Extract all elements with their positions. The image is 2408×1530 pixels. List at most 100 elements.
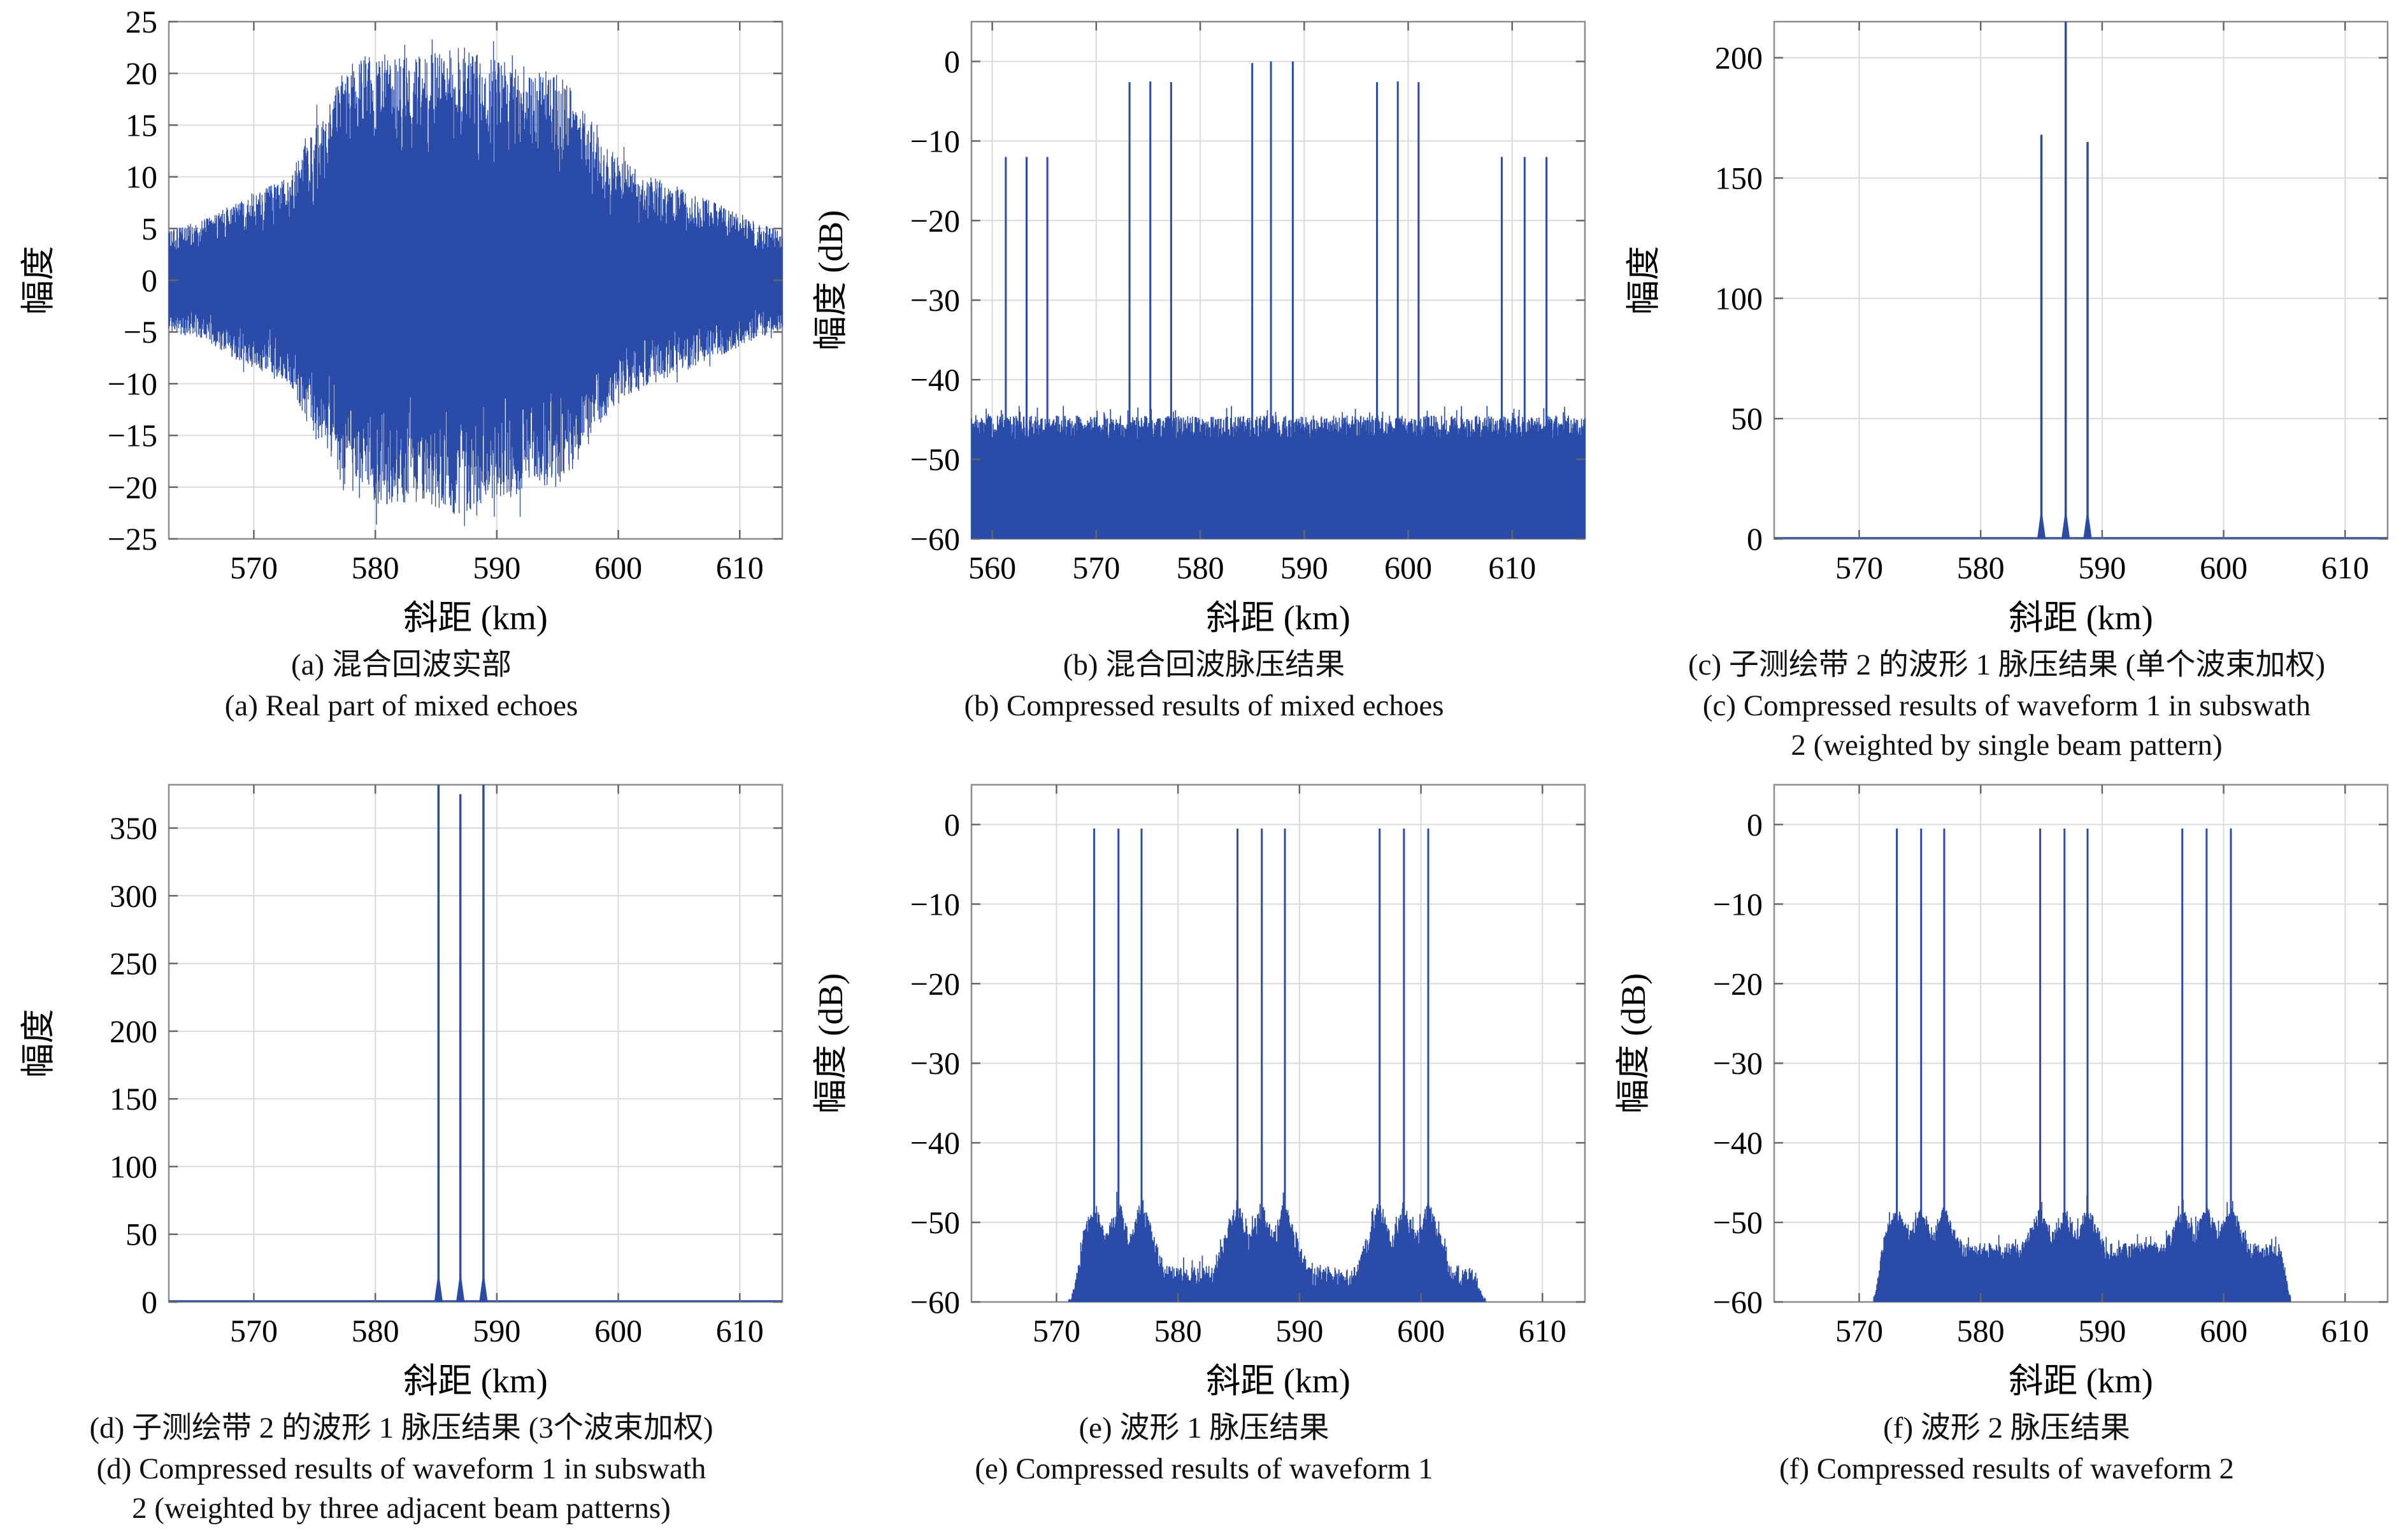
svg-text:−30: −30 <box>1713 1045 1763 1081</box>
panel-c: 570 580 590 600 610 0 50 100 150 200 斜距 (km) 幅度 (c)… <box>1605 4 2408 767</box>
panel-f: 570 580 590 600 610 −60 −50 −40 −30 −20 −10 0 斜距 (km… <box>1605 767 2408 1530</box>
svg-text:200: 200 <box>110 1013 157 1049</box>
svg-text:610: 610 <box>2321 550 2369 585</box>
svg-text:−5: −5 <box>124 314 157 350</box>
svg-text:−30: −30 <box>910 282 960 318</box>
svg-text:570: 570 <box>1033 1313 1080 1348</box>
svg-text:15: 15 <box>125 107 157 143</box>
svg-text:610: 610 <box>1488 550 1536 585</box>
chart-e-canvas: 570 580 590 600 610 −60 −50 −40 −30 −20 −10 0 斜距 (km… <box>812 783 1586 1400</box>
svg-text:斜距 (km): 斜距 (km) <box>2009 599 2153 637</box>
svg-text:590: 590 <box>2078 1313 2126 1348</box>
caption-a-cn: (a) 混合回波实部 <box>291 648 512 682</box>
svg-text:600: 600 <box>2200 550 2247 585</box>
chart-a-canvas: 570 580 590 600 610 −25 −20 −15 −10 −5 0 5 10 15 20 25 斜… <box>19 4 784 637</box>
svg-text:0: 0 <box>141 262 157 298</box>
svg-text:100: 100 <box>1715 280 1763 316</box>
chart-f-canvas: 570 580 590 600 610 −60 −50 −40 −30 −20 −10 0 斜距 (km… <box>1614 783 2389 1400</box>
svg-text:580: 580 <box>1154 1313 1202 1348</box>
svg-text:幅度 (dB): 幅度 (dB) <box>812 210 850 350</box>
svg-text:−50: −50 <box>910 441 960 477</box>
svg-text:−25: −25 <box>108 521 157 557</box>
caption-c-cn: (c) 子测绘带 2 的波形 1 脉压结果 (单个波束加权) <box>1688 648 2325 682</box>
svg-text:580: 580 <box>1957 1313 2005 1348</box>
svg-text:斜距 (km): 斜距 (km) <box>2009 1362 2153 1400</box>
svg-text:−50: −50 <box>1713 1205 1763 1240</box>
panel-b: 560 570 580 590 600 610 −60 −50 −40 −30 −20 −10 0 斜距 … <box>803 4 1605 767</box>
svg-text:600: 600 <box>2200 1313 2247 1348</box>
svg-text:−60: −60 <box>1713 1284 1763 1320</box>
svg-text:−40: −40 <box>910 1125 960 1161</box>
svg-text:610: 610 <box>2321 1313 2369 1348</box>
svg-text:0: 0 <box>1747 806 1763 842</box>
svg-text:20: 20 <box>125 55 157 91</box>
svg-text:570: 570 <box>230 1313 278 1348</box>
svg-text:610: 610 <box>1519 1313 1566 1348</box>
svg-text:幅度: 幅度 <box>19 246 57 315</box>
chart-d-canvas: 570 580 590 600 610 0 50 100 150 200 250 300 350 斜距 (… <box>19 783 784 1400</box>
chart-c-canvas: 570 580 590 600 610 0 50 100 150 200 斜距 (km) 幅度 <box>1624 20 2389 637</box>
svg-text:−10: −10 <box>910 886 960 922</box>
svg-text:570: 570 <box>230 550 278 585</box>
chart-b-canvas: 560 570 580 590 600 610 −60 −50 −40 −30 −20 −10 0 斜距 … <box>812 20 1586 637</box>
caption-f-cn: (f) 波形 2 脉压结果 <box>1883 1412 2130 1445</box>
svg-text:150: 150 <box>110 1081 157 1117</box>
svg-text:600: 600 <box>1397 1313 1445 1348</box>
svg-text:−15: −15 <box>108 418 157 454</box>
svg-text:−20: −20 <box>108 469 157 505</box>
svg-text:580: 580 <box>1177 550 1224 585</box>
svg-text:斜距 (km): 斜距 (km) <box>1206 1362 1350 1400</box>
caption-a-en: (a) Real part of mixed echoes <box>224 689 578 723</box>
svg-text:50: 50 <box>125 1217 157 1252</box>
svg-text:−30: −30 <box>910 1045 960 1081</box>
svg-text:斜距 (km): 斜距 (km) <box>1206 599 1350 637</box>
svg-text:580: 580 <box>352 1313 399 1348</box>
svg-text:250: 250 <box>110 946 157 982</box>
svg-text:幅度: 幅度 <box>19 1009 57 1078</box>
svg-text:590: 590 <box>473 550 520 585</box>
svg-text:10: 10 <box>125 159 157 195</box>
caption-c-en: (c) Compressed results of waveform 1 in … <box>1702 689 2311 762</box>
svg-text:−40: −40 <box>910 362 960 397</box>
svg-text:100: 100 <box>110 1148 157 1184</box>
svg-text:−10: −10 <box>910 123 960 159</box>
panel-d: 570 580 590 600 610 0 50 100 150 200 250 300 350 斜距 (… <box>0 767 803 1530</box>
svg-text:610: 610 <box>716 550 764 585</box>
svg-text:0: 0 <box>944 43 960 79</box>
svg-text:600: 600 <box>594 550 642 585</box>
svg-text:−20: −20 <box>910 966 960 1001</box>
svg-text:斜距 (km): 斜距 (km) <box>403 1362 547 1400</box>
svg-text:−60: −60 <box>910 521 960 557</box>
svg-text:300: 300 <box>110 878 157 913</box>
caption-e-en: (e) Compressed results of waveform 1 <box>975 1452 1433 1486</box>
svg-text:−10: −10 <box>1713 886 1763 922</box>
svg-text:590: 590 <box>473 1313 520 1348</box>
svg-text:−10: −10 <box>108 366 157 401</box>
svg-text:−60: −60 <box>910 1284 960 1320</box>
svg-text:580: 580 <box>1957 550 2005 585</box>
svg-text:590: 590 <box>1275 1313 1323 1348</box>
caption-e-cn: (e) 波形 1 脉压结果 <box>1079 1412 1329 1445</box>
panel-e: 570 580 590 600 610 −60 −50 −40 −30 −20 −10 0 斜距 (km… <box>803 767 1605 1530</box>
svg-text:斜距 (km): 斜距 (km) <box>403 599 547 637</box>
svg-text:350: 350 <box>110 810 157 846</box>
svg-text:0: 0 <box>1747 521 1763 557</box>
caption-b-cn: (b) 混合回波脉压结果 <box>1063 648 1345 682</box>
svg-text:590: 590 <box>2078 550 2126 585</box>
caption-b-en: (b) Compressed results of mixed echoes <box>964 689 1444 723</box>
svg-text:600: 600 <box>1384 550 1432 585</box>
svg-text:570: 570 <box>1835 1313 1883 1348</box>
svg-text:150: 150 <box>1715 160 1763 196</box>
panel-a: 570 580 590 600 610 −25 −20 −15 −10 −5 0 5 10 15 20 25 斜… <box>0 4 803 767</box>
svg-text:25: 25 <box>125 4 157 39</box>
svg-text:−20: −20 <box>910 203 960 238</box>
svg-text:50: 50 <box>1731 401 1763 436</box>
svg-text:200: 200 <box>1715 40 1763 76</box>
caption-d-cn: (d) 子测绘带 2 的波形 1 脉压结果 (3个波束加权) <box>89 1412 713 1445</box>
svg-text:600: 600 <box>594 1313 642 1348</box>
svg-text:−20: −20 <box>1713 966 1763 1001</box>
svg-text:0: 0 <box>944 806 960 842</box>
svg-text:580: 580 <box>352 550 399 585</box>
svg-text:−50: −50 <box>910 1205 960 1240</box>
